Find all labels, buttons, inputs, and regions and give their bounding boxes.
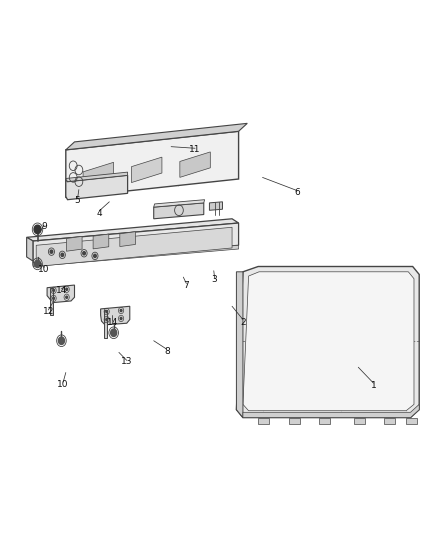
Text: 5: 5 xyxy=(74,196,81,205)
Polygon shape xyxy=(237,266,419,418)
Polygon shape xyxy=(258,418,269,424)
Circle shape xyxy=(120,310,122,312)
Text: 1: 1 xyxy=(371,381,376,390)
Polygon shape xyxy=(120,232,135,247)
Polygon shape xyxy=(104,310,107,338)
Polygon shape xyxy=(154,203,204,219)
Circle shape xyxy=(94,254,96,257)
Polygon shape xyxy=(319,418,330,424)
Text: 12: 12 xyxy=(43,307,54,316)
Polygon shape xyxy=(27,219,239,241)
Circle shape xyxy=(53,297,54,300)
Text: 7: 7 xyxy=(184,280,189,289)
Text: 13: 13 xyxy=(121,358,132,367)
Text: 6: 6 xyxy=(294,188,300,197)
Polygon shape xyxy=(36,227,232,266)
Polygon shape xyxy=(67,236,82,251)
Text: 14: 14 xyxy=(56,286,67,295)
Polygon shape xyxy=(33,245,239,266)
Polygon shape xyxy=(237,272,243,418)
Text: 11: 11 xyxy=(189,146,201,155)
Text: 10: 10 xyxy=(57,379,69,389)
Circle shape xyxy=(58,337,64,344)
Circle shape xyxy=(106,318,108,320)
Polygon shape xyxy=(66,172,127,182)
Polygon shape xyxy=(354,418,365,424)
Polygon shape xyxy=(50,288,53,316)
Text: 10: 10 xyxy=(38,265,50,273)
Circle shape xyxy=(66,296,67,298)
Text: 2: 2 xyxy=(240,318,246,327)
Polygon shape xyxy=(180,152,210,177)
Circle shape xyxy=(35,260,41,268)
Polygon shape xyxy=(66,131,239,198)
Circle shape xyxy=(61,253,64,256)
Polygon shape xyxy=(131,157,162,183)
Circle shape xyxy=(34,225,41,233)
Polygon shape xyxy=(93,234,109,249)
Text: 4: 4 xyxy=(96,209,102,218)
Polygon shape xyxy=(406,418,417,424)
Circle shape xyxy=(120,317,122,319)
Text: 9: 9 xyxy=(41,222,47,231)
Polygon shape xyxy=(83,163,113,188)
Polygon shape xyxy=(101,306,130,325)
Circle shape xyxy=(106,311,108,313)
Polygon shape xyxy=(209,202,223,211)
Text: 8: 8 xyxy=(164,347,170,356)
Polygon shape xyxy=(27,237,33,261)
Circle shape xyxy=(50,250,53,253)
Polygon shape xyxy=(66,123,247,150)
Polygon shape xyxy=(33,223,239,263)
Polygon shape xyxy=(66,175,127,200)
Text: 14: 14 xyxy=(107,318,118,327)
Polygon shape xyxy=(243,272,414,411)
Circle shape xyxy=(66,288,67,290)
Circle shape xyxy=(111,329,117,336)
Circle shape xyxy=(53,289,54,292)
Polygon shape xyxy=(47,285,74,303)
Polygon shape xyxy=(385,418,395,424)
Polygon shape xyxy=(243,405,419,418)
Text: 3: 3 xyxy=(212,275,218,284)
Polygon shape xyxy=(154,200,205,207)
Polygon shape xyxy=(289,418,300,424)
Circle shape xyxy=(83,252,85,255)
